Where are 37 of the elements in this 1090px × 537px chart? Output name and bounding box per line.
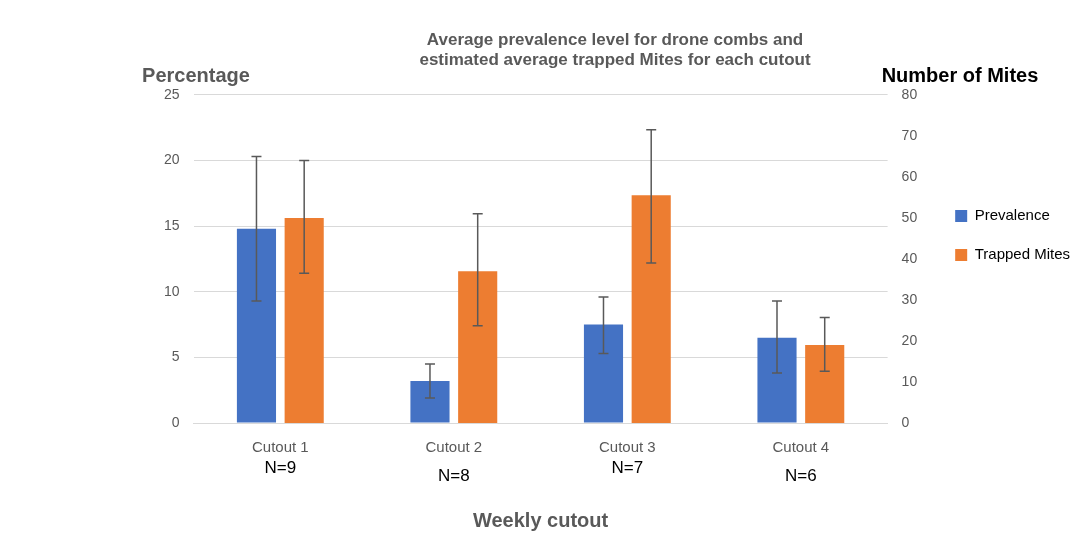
y-tick-label: 0 bbox=[171, 413, 180, 430]
bar bbox=[805, 345, 845, 423]
text: N=9 bbox=[264, 458, 297, 477]
y2-tick-label: 80 bbox=[901, 85, 918, 102]
y-tick-label: 20 bbox=[163, 151, 180, 168]
y2-tick-label: 0 bbox=[901, 413, 910, 430]
x-tick-label: Cutout 3 bbox=[598, 438, 656, 456]
y2-tick-label: 10 bbox=[901, 372, 918, 389]
text: N=7 bbox=[611, 458, 644, 477]
y2-tick-label: 20 bbox=[901, 331, 918, 348]
y-tick-label: 25 bbox=[163, 85, 180, 102]
y2-axis-title: Number of Mites bbox=[881, 64, 1039, 86]
x-tick-label: Cutout 4 bbox=[772, 438, 830, 456]
bar bbox=[458, 271, 498, 423]
legend-label: Prevalence bbox=[974, 206, 1050, 224]
x-tick-label: Cutout 1 bbox=[251, 438, 309, 456]
y2-tick-label: 40 bbox=[901, 249, 918, 266]
y-tick-label: 15 bbox=[163, 216, 180, 233]
bar bbox=[236, 228, 277, 423]
y2-tick-label: 70 bbox=[901, 126, 918, 143]
text: N=8 bbox=[438, 466, 470, 485]
bar bbox=[284, 217, 324, 423]
text: N=6 bbox=[785, 466, 817, 485]
legend-label: Trapped Mites bbox=[974, 245, 1071, 263]
y2-tick-label: 30 bbox=[901, 290, 918, 307]
x-axis-title: Weekly cutout bbox=[472, 509, 609, 531]
y2-tick-label: 60 bbox=[901, 167, 918, 184]
y2-tick-label: 50 bbox=[901, 208, 918, 225]
bar bbox=[410, 380, 450, 423]
y-axis-title: Percentage bbox=[142, 64, 250, 86]
y-tick-label: 5 bbox=[171, 348, 180, 365]
bar bbox=[757, 337, 797, 423]
x-tick-label: Cutout 2 bbox=[425, 438, 483, 456]
bar bbox=[583, 324, 624, 423]
bar bbox=[631, 195, 671, 423]
y-tick-label: 10 bbox=[163, 282, 180, 299]
chart-title: Average prevalence level for drone combs and estimated average trapped Mites for each cutout bbox=[419, 29, 811, 70]
